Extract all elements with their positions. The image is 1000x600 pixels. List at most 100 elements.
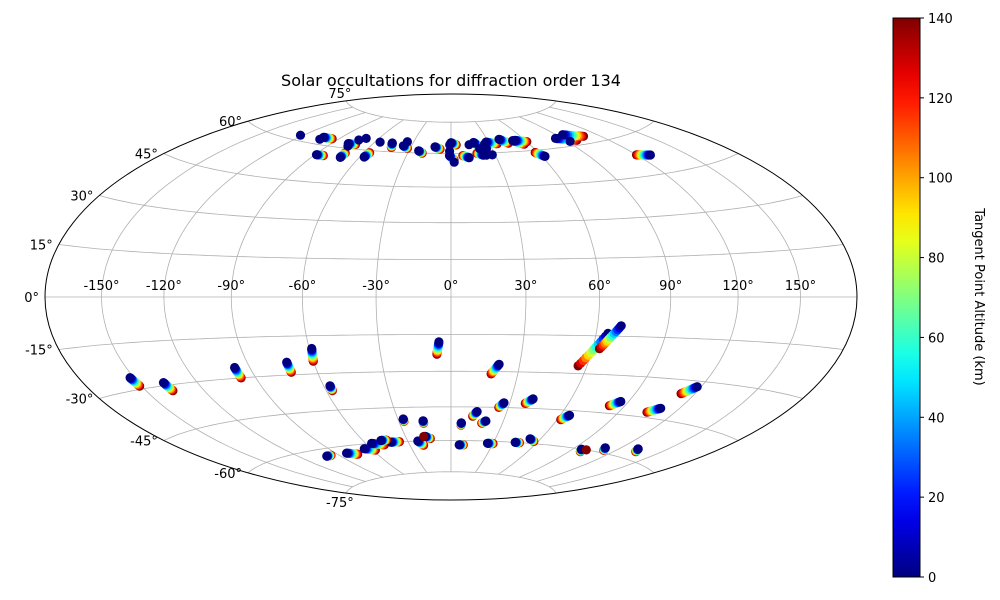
occultation-point	[540, 151, 550, 161]
occultation-point	[600, 443, 610, 453]
occultation-point	[402, 137, 412, 147]
x-tick-label: 60°	[588, 279, 611, 294]
x-tick-label: 150°	[785, 279, 816, 294]
occultation-point	[494, 134, 504, 144]
occultation-point	[311, 150, 322, 160]
occultation-point	[481, 416, 491, 426]
occultation-points	[125, 130, 702, 461]
occultation-point	[510, 135, 520, 145]
occultation-point	[322, 451, 332, 461]
y-tick-label: 0°	[24, 291, 39, 306]
meridian-line	[230, 116, 383, 478]
occultation-point	[445, 146, 455, 156]
occultation-point	[472, 407, 482, 417]
colorbar-tick-label: 60	[928, 331, 945, 346]
occultation-point	[315, 134, 325, 144]
colorbar-tick-label: 20	[928, 491, 945, 506]
occultation-point	[494, 359, 504, 369]
occultation-point	[282, 357, 292, 367]
occultation-point	[376, 435, 386, 446]
chart-title: Solar occultations for diffraction order…	[281, 71, 621, 90]
colorbar-tick-label: 140	[928, 12, 953, 27]
occultation-point	[525, 434, 535, 444]
occultation-point	[510, 437, 520, 447]
meridian-line	[549, 106, 801, 488]
colorbar-gradient	[892, 17, 921, 578]
occultation-point	[434, 337, 444, 347]
latitude-tick-labels: -75° -60° -45° -30° -15° 0° 15° 30° 45° 60° 75°	[24, 87, 354, 511]
x-tick-label: -60°	[289, 279, 317, 294]
occultation-point	[158, 378, 169, 388]
occultation-point	[387, 138, 397, 148]
meridian-line	[474, 121, 527, 473]
occultation-point	[564, 410, 575, 420]
occultation-point	[656, 403, 666, 413]
occultation-point	[343, 141, 353, 151]
occultation-point	[230, 362, 240, 373]
meridian-line	[536, 112, 739, 482]
occultation-point	[565, 136, 575, 146]
occultation-point	[342, 448, 352, 458]
occultation-point	[125, 373, 135, 383]
y-tick-label: -30°	[66, 393, 94, 408]
occultation-point	[354, 135, 364, 145]
colorbar: 0 20 40 60 80 100 120 140 Tangent Point Altitud…	[892, 12, 986, 586]
occultation-point	[464, 153, 474, 163]
occultation-point	[361, 133, 371, 143]
colorbar-ticks: 0 20 40 60 80 100 120 140	[920, 12, 953, 586]
colorbar-tick-label: 40	[928, 411, 945, 426]
colorbar-tick-label: 120	[928, 92, 953, 107]
y-tick-label: 45°	[135, 148, 158, 163]
occultation-point	[449, 157, 459, 167]
occultation-point	[359, 444, 369, 454]
colorbar-tick-label: 80	[928, 252, 945, 267]
occultation-point	[375, 137, 385, 147]
y-tick-label: 75°	[328, 87, 351, 102]
occultation-point	[487, 150, 497, 160]
y-tick-label: -75°	[326, 496, 354, 511]
occultation-point	[479, 139, 490, 149]
occultation-point	[414, 146, 424, 156]
y-tick-label: 30°	[70, 190, 93, 205]
y-tick-label: -45°	[130, 435, 158, 450]
x-tick-label: 120°	[722, 279, 753, 294]
occultation-point	[616, 396, 626, 407]
meridian-line	[301, 119, 404, 475]
occultation-point	[482, 438, 493, 448]
y-tick-label: 60°	[219, 115, 242, 130]
meridian-line	[163, 112, 366, 482]
occultation-point	[418, 416, 428, 426]
y-tick-label: -15°	[25, 344, 53, 359]
x-tick-label: 0°	[444, 279, 459, 294]
occultation-point	[456, 418, 466, 428]
occultation-point	[295, 130, 306, 140]
map-boundary	[44, 93, 858, 501]
occultation-point	[430, 142, 440, 152]
x-tick-label: -150°	[83, 279, 119, 294]
x-tick-label: 30°	[514, 279, 537, 294]
colorbar-tick-label: 0	[928, 571, 936, 586]
x-tick-label: -120°	[146, 279, 182, 294]
meridian-line	[498, 119, 601, 475]
occultation-point	[550, 133, 561, 143]
y-tick-label: 15°	[30, 239, 53, 254]
occultation-point	[616, 321, 626, 331]
colorbar-tick-label: 100	[928, 172, 953, 187]
occultation-point	[445, 140, 455, 150]
occultation-point	[454, 440, 464, 450]
x-tick-label: -30°	[362, 279, 390, 294]
occultation-point	[645, 150, 656, 160]
x-tick-label: -90°	[217, 279, 245, 294]
occultation-point	[581, 445, 591, 455]
occultation-point	[325, 381, 335, 391]
x-tick-label: 90°	[659, 279, 682, 294]
meridian-line	[519, 116, 672, 478]
occultation-point	[335, 152, 345, 162]
longitude-tick-labels: -150° -120° -90° -60° -30° 0° 30° 60° 90° 120° 150…	[83, 279, 816, 294]
occultation-point	[359, 152, 369, 162]
meridian-line	[375, 121, 428, 473]
occultation-point	[528, 394, 538, 404]
occultation-point	[367, 438, 377, 448]
occultation-point	[558, 130, 568, 140]
